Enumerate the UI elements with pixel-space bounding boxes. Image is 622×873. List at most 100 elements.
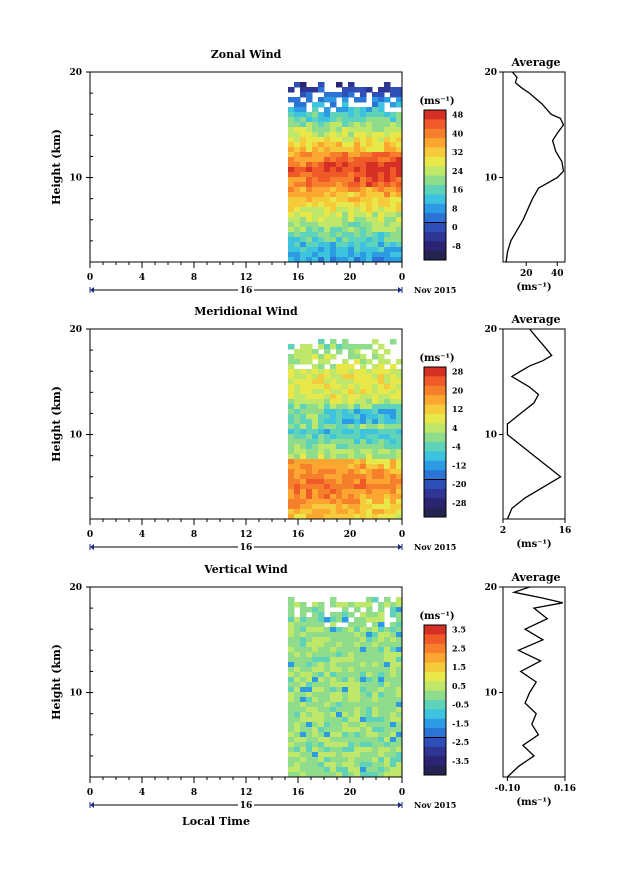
heatmap-cell — [330, 419, 337, 425]
heatmap-cell — [360, 767, 367, 773]
heatmap-cell — [306, 384, 313, 390]
heatmap-cell — [384, 742, 391, 748]
heatmap-cell — [306, 627, 313, 633]
heatmap-cell — [324, 672, 331, 678]
heatmap-cell — [330, 612, 337, 618]
heatmap-cell — [360, 364, 367, 370]
heatmap-cell — [360, 202, 367, 208]
heatmap-cell — [360, 167, 367, 173]
heatmap-cell — [378, 509, 385, 515]
heatmap-cell — [360, 177, 367, 183]
colorbar-swatch — [424, 413, 446, 424]
heatmap-cell — [372, 504, 379, 510]
heatmap-cell — [360, 732, 367, 738]
heatmap-cell — [342, 102, 349, 108]
heatmap-cell — [312, 349, 319, 355]
heatmap-cell — [390, 494, 397, 500]
colorbar-swatch — [424, 671, 446, 682]
heatmap-cell — [396, 257, 403, 263]
heatmap-cell — [384, 117, 391, 123]
x-tick-label: 0 — [87, 530, 93, 540]
heatmap-cell — [312, 132, 319, 138]
heatmap-cell — [318, 474, 325, 480]
heatmap-cell — [300, 389, 307, 395]
heatmap-cell — [378, 484, 385, 490]
heatmap-cell — [378, 474, 385, 480]
heatmap-cell — [300, 687, 307, 693]
heatmap-cell — [396, 747, 403, 753]
heatmap-cell — [318, 747, 325, 753]
heatmap-cell — [294, 742, 301, 748]
heatmap-cell — [294, 137, 301, 143]
heatmap-cell — [348, 82, 355, 88]
colorbar-swatch — [424, 625, 446, 635]
heatmap-cell — [342, 737, 349, 743]
heatmap-cell — [378, 137, 385, 143]
average-x-tick-label: 2 — [500, 526, 506, 536]
heatmap-cell — [318, 142, 325, 148]
heatmap-cell — [300, 677, 307, 683]
heatmap-cell — [312, 617, 319, 623]
heatmap-cell — [390, 212, 397, 218]
heatmap-cell — [360, 147, 367, 153]
heatmap-cell — [366, 657, 373, 663]
heatmap-cell — [342, 232, 349, 238]
heatmap-cell — [294, 434, 301, 440]
heatmap-cell — [390, 419, 397, 425]
heatmap-cell — [378, 657, 385, 663]
heatmap-cell — [306, 444, 313, 450]
heatmap-cell — [360, 627, 367, 633]
heatmap-cell — [366, 597, 373, 603]
heatmap-cell — [348, 727, 355, 733]
heatmap-cell — [312, 657, 319, 663]
heatmap-cell — [384, 647, 391, 653]
colorbar-swatch — [424, 185, 446, 195]
heatmap-cell — [288, 197, 295, 203]
heatmap-cell — [378, 617, 385, 623]
heatmap-cell — [306, 647, 313, 653]
heatmap-cell — [330, 602, 337, 608]
heatmap-cell — [390, 424, 397, 430]
heatmap-cell — [318, 344, 325, 350]
heatmap-cell — [330, 142, 337, 148]
x-tick-label: 16 — [292, 273, 305, 283]
heatmap-cell — [384, 137, 391, 143]
heatmap-cell — [348, 504, 355, 510]
heatmap-field — [288, 339, 403, 520]
heatmap-cell — [300, 207, 307, 213]
heatmap-cell — [372, 399, 379, 405]
heatmap-cell — [378, 682, 385, 688]
heatmap-cell — [384, 122, 391, 128]
heatmap-cell — [330, 399, 337, 405]
heatmap-cell — [372, 142, 379, 148]
heatmap-cell — [336, 602, 343, 608]
heatmap-cell — [318, 409, 325, 415]
colorbar-swatch — [424, 166, 446, 177]
heatmap-cell — [312, 697, 319, 703]
heatmap-cell — [378, 389, 385, 395]
heatmap-cell — [300, 172, 307, 178]
heatmap-cell — [300, 652, 307, 658]
heatmap-cell — [372, 682, 379, 688]
heatmap-cell — [324, 359, 331, 365]
heatmap-cell — [312, 177, 319, 183]
heatmap-cell — [360, 727, 367, 733]
heatmap-cell — [348, 682, 355, 688]
heatmap-cell — [378, 374, 385, 380]
heatmap-cell — [306, 112, 313, 118]
heatmap-cell — [324, 112, 331, 118]
heatmap-cell — [318, 379, 325, 385]
heatmap-cell — [336, 637, 343, 643]
heatmap-cell — [318, 384, 325, 390]
heatmap-cell — [300, 499, 307, 505]
heatmap-cell — [288, 632, 295, 638]
heatmap-cell — [384, 409, 391, 415]
average-title: Average — [510, 313, 560, 326]
heatmap-cell — [312, 439, 319, 445]
heatmap-cell — [342, 449, 349, 455]
heatmap-cell — [372, 494, 379, 500]
heatmap-cell — [300, 732, 307, 738]
heatmap-cell — [294, 514, 301, 520]
heatmap-cell — [342, 132, 349, 138]
